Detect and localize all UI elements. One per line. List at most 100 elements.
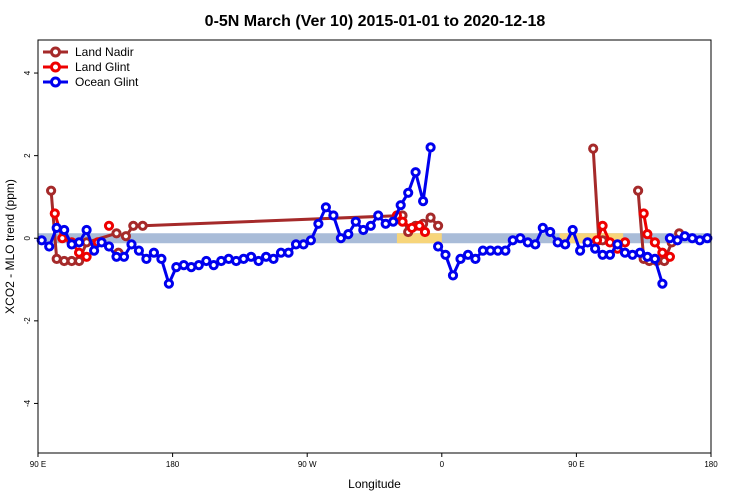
data-point <box>148 247 159 258</box>
data-point <box>500 245 511 256</box>
data-point <box>470 253 481 264</box>
data-point <box>642 229 653 240</box>
data-point <box>320 202 331 213</box>
data-point <box>81 224 92 236</box>
data-point <box>604 249 616 260</box>
legend-label: Land Glint <box>75 60 130 74</box>
y-tick-label: 4 <box>23 70 32 75</box>
x-tick-label: 180 <box>166 460 180 469</box>
data-point <box>590 243 601 254</box>
data-point <box>397 216 408 227</box>
data-point <box>163 278 174 289</box>
data-point <box>634 247 646 258</box>
data-point <box>649 237 661 248</box>
data-point <box>560 239 571 250</box>
series-land-glint <box>49 208 676 262</box>
data-point <box>657 247 668 258</box>
zero-band-highlight-1 <box>559 233 624 244</box>
data-point <box>268 253 279 264</box>
data-point <box>96 237 107 248</box>
data-point <box>702 233 713 244</box>
data-point <box>298 239 309 250</box>
data-point <box>328 210 339 221</box>
data-point <box>455 253 466 264</box>
data-point <box>193 260 204 271</box>
data-point <box>59 224 70 236</box>
legend-marker <box>50 46 61 58</box>
x-tick-label: 0 <box>440 460 445 469</box>
legend-marker <box>50 61 61 73</box>
data-point <box>425 212 436 223</box>
data-point <box>350 216 361 227</box>
x-tick-label: 90 E <box>30 460 46 469</box>
data-point <box>253 255 264 267</box>
legend-label: Land Nadir <box>75 45 134 59</box>
data-point <box>120 231 132 242</box>
data-point <box>545 226 556 238</box>
data-point <box>537 222 548 233</box>
data-point <box>103 241 115 252</box>
data-point <box>410 167 421 178</box>
data-point <box>515 233 526 244</box>
data-point <box>414 220 425 231</box>
data-point <box>103 220 115 231</box>
zero-band-base <box>38 233 711 244</box>
data-point <box>343 229 354 240</box>
y-tick-label: -2 <box>23 317 32 325</box>
legend-marker <box>50 76 61 88</box>
data-point <box>201 255 212 267</box>
x-axis-label: Longitude <box>348 477 401 491</box>
data-point <box>49 208 60 219</box>
zero-band-highlight-0 <box>396 233 442 244</box>
y-axis-label: XCO2 - MLO trend (ppm) <box>3 179 17 314</box>
data-point <box>657 278 668 289</box>
data-point <box>433 241 444 252</box>
legend-label: Ocean Glint <box>75 75 139 89</box>
data-point <box>638 208 649 219</box>
data-point <box>74 247 85 258</box>
data-point <box>141 253 152 264</box>
data-point <box>89 245 100 256</box>
data-point <box>365 220 376 231</box>
data-point <box>335 233 346 244</box>
x-tick-label: 90 E <box>568 460 584 469</box>
data-point <box>462 249 474 260</box>
data-point <box>57 233 68 244</box>
data-point <box>128 220 139 231</box>
data-point <box>373 210 384 221</box>
data-point <box>313 218 324 229</box>
data-point <box>447 270 459 281</box>
data-point <box>425 142 436 153</box>
data-point <box>358 224 369 236</box>
data-point <box>208 260 219 271</box>
data-point <box>612 239 623 250</box>
y-tick-label: 0 <box>23 235 32 240</box>
plot-frame <box>37 39 712 454</box>
data-point <box>633 185 644 196</box>
data-point <box>664 251 676 262</box>
data-point <box>126 239 137 250</box>
data-point <box>575 245 586 256</box>
data-point <box>44 241 55 252</box>
data-point <box>530 239 541 250</box>
series-layer <box>36 142 713 289</box>
data-point <box>395 200 406 211</box>
series-ocean-glint <box>36 142 713 289</box>
x-tick-label: 90 W <box>298 460 317 469</box>
y-tick-label: 2 <box>23 153 32 158</box>
data-point <box>567 224 578 236</box>
zero-band <box>38 233 711 244</box>
axes: 90 E 180 90 W 0 90 E 180 -4 -2 0 2 4 <box>23 70 718 469</box>
data-point <box>649 253 661 264</box>
data-point <box>74 237 85 248</box>
data-point <box>582 237 593 248</box>
data-point <box>111 228 122 239</box>
data-point <box>591 235 603 246</box>
data-point <box>118 251 130 262</box>
data-point <box>137 220 148 231</box>
data-point <box>388 216 399 227</box>
data-point <box>305 235 316 246</box>
data-point <box>440 249 451 260</box>
data-point <box>36 235 47 246</box>
data-point <box>418 196 429 207</box>
